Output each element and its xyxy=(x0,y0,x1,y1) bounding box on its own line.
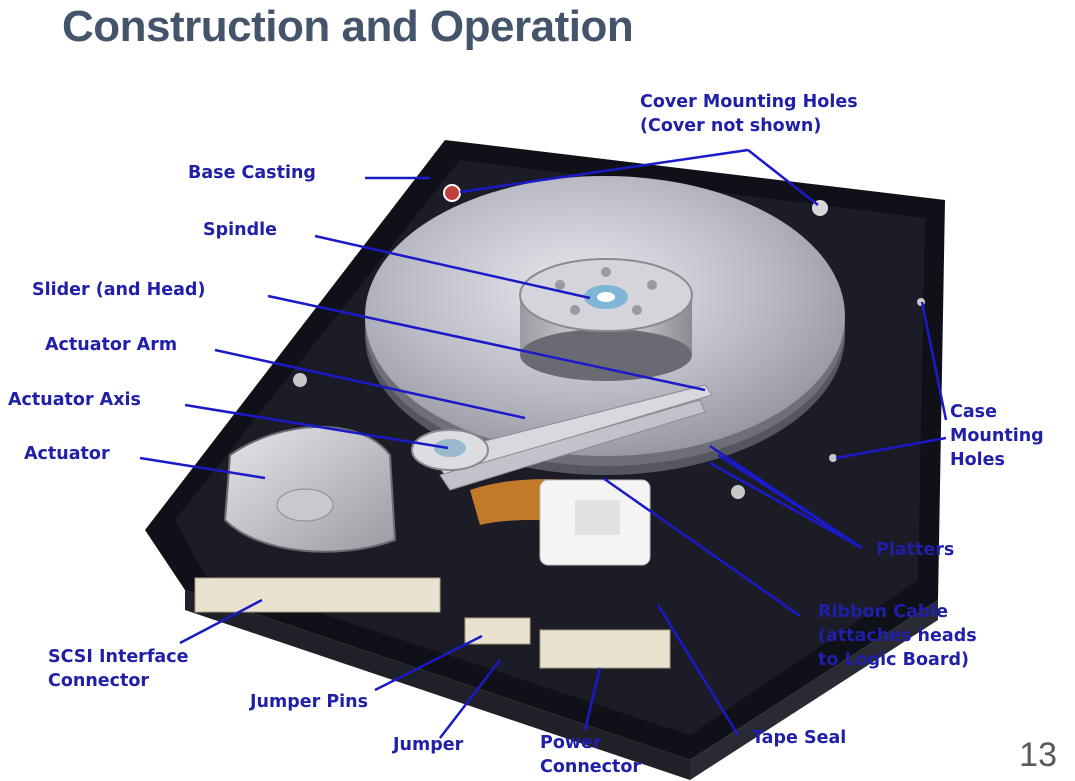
leader-case-holes-a xyxy=(920,301,948,421)
label-actuator: Actuator xyxy=(24,444,110,464)
label-actuator-arm: Actuator Arm xyxy=(45,335,178,355)
label-actuator-axis: Actuator Axis xyxy=(8,390,141,410)
leader-actuator xyxy=(139,456,266,480)
actuator-arm-art xyxy=(411,384,713,491)
actuator-art xyxy=(223,425,397,553)
slide-title: Construction and Operation xyxy=(62,2,634,51)
leader-tape-seal xyxy=(656,604,740,736)
leader-scsi xyxy=(179,598,263,645)
label-platters: Platters xyxy=(876,540,955,560)
leader-case-holes-b xyxy=(835,436,947,460)
ribbon-cable-art xyxy=(470,479,651,566)
spindle-art xyxy=(519,258,693,381)
label-ribbon-cable: Ribbon Cable (attaches heads to Logic Bo… xyxy=(818,602,977,670)
leader-spindle xyxy=(314,234,591,300)
label-jumper: Jumper xyxy=(393,735,464,755)
leader-actuator-axis xyxy=(184,403,449,450)
label-case-mounting-holes: Case Mounting Holes xyxy=(950,402,1044,470)
label-jumper-pins: Jumper Pins xyxy=(250,692,369,712)
label-spindle: Spindle xyxy=(203,220,277,240)
leader-ribbon-cable xyxy=(602,476,801,618)
label-base-casting: Base Casting xyxy=(188,163,316,183)
label-cover-mounting-holes: Cover Mounting Holes (Cover not shown) xyxy=(640,92,858,136)
leader-actuator-arm xyxy=(214,348,526,420)
label-tape-seal: Tape Seal xyxy=(752,728,847,748)
leader-jumper-pins xyxy=(374,634,483,692)
leader-cover-holes-a xyxy=(459,148,749,194)
leader-slider xyxy=(267,294,706,392)
page-number: 13 xyxy=(1019,736,1057,774)
leader-platters-b xyxy=(717,453,863,550)
leader-jumper xyxy=(439,659,501,739)
label-power-connector: Power Connector xyxy=(540,733,642,777)
leader-lines xyxy=(139,148,948,739)
label-slider-and-head: Slider (and Head) xyxy=(32,280,206,300)
leader-power xyxy=(583,667,602,731)
label-scsi-interface-connector: SCSI Interface Connector xyxy=(48,647,189,691)
connectors-art xyxy=(194,577,671,669)
leader-platters-c xyxy=(709,461,863,550)
leader-cover-holes-b xyxy=(747,149,819,206)
